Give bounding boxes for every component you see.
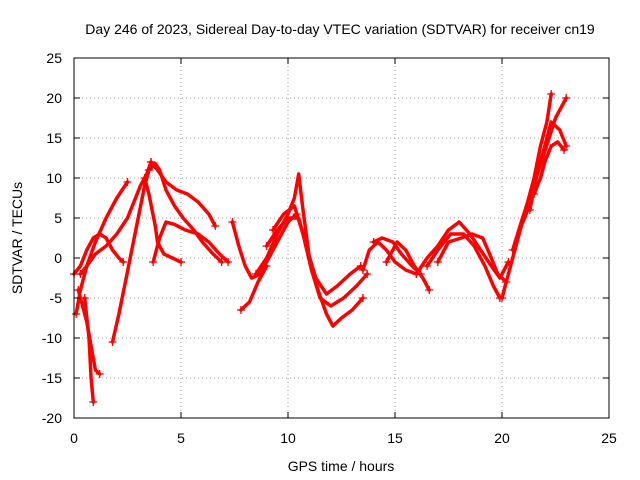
data-point (123, 178, 132, 186)
data-point (119, 258, 128, 266)
series-pass-12 (236, 262, 271, 314)
data-point (547, 90, 556, 98)
data-point (262, 242, 271, 250)
series-line (151, 220, 230, 264)
data-point (369, 238, 378, 246)
data-point (269, 226, 278, 234)
x-tick-label: 0 (70, 430, 78, 446)
data-point (530, 190, 539, 198)
x-tick-label: 20 (494, 430, 510, 446)
series-line (74, 160, 153, 316)
data-point (177, 258, 185, 266)
data-point (425, 286, 434, 294)
series-pass-10 (149, 220, 233, 266)
series-line (500, 120, 568, 300)
plot-frame (73, 57, 610, 419)
series-line (254, 172, 365, 328)
x-tick-label: 25 (601, 430, 617, 446)
data-point (224, 258, 233, 266)
data-point (358, 294, 367, 302)
grid-lines (74, 58, 609, 418)
x-tick-label: 5 (177, 430, 185, 446)
series-line (230, 212, 299, 280)
series-pass-24 (525, 94, 571, 214)
data-point (74, 286, 83, 294)
series-pass-05 (76, 178, 132, 278)
series-line (147, 161, 224, 264)
data-point (358, 266, 367, 274)
series-pass-08 (144, 161, 226, 266)
series-pass-15 (269, 204, 372, 308)
series-line (78, 180, 130, 276)
y-tick-label: -15 (42, 370, 62, 386)
y-tick-label: -20 (42, 410, 62, 426)
y-tick-label: 10 (46, 170, 62, 186)
series-pass-25 (530, 140, 569, 198)
series-pass-13 (251, 172, 367, 328)
data-point (562, 94, 571, 102)
data-point (262, 262, 271, 270)
series-line (149, 160, 217, 228)
data-point (76, 270, 85, 278)
series-line (532, 140, 566, 196)
series-pass-22 (498, 120, 571, 302)
data-point (236, 306, 245, 314)
series-line (361, 240, 419, 276)
series-line (72, 232, 125, 276)
y-axis-label: SDTVAR / TECUs (9, 182, 25, 294)
series-pass-07 (140, 174, 185, 266)
data-point (433, 258, 442, 266)
data-point (211, 222, 220, 230)
data-point (140, 174, 149, 182)
series-pass-01 (70, 232, 128, 278)
series-line (425, 232, 502, 300)
data-point (423, 262, 432, 270)
series-line (239, 264, 269, 312)
series-pass-09 (147, 158, 220, 230)
series-line (82, 296, 96, 404)
data-point (144, 166, 153, 174)
data-point (80, 294, 89, 302)
series-line (510, 92, 553, 252)
data-point (95, 370, 104, 378)
series-line (110, 168, 151, 344)
data-point (560, 146, 569, 154)
series-line (384, 240, 431, 292)
series-line (528, 96, 568, 212)
y-tick-label: 15 (46, 130, 62, 146)
y-tick-label: 25 (46, 50, 62, 66)
y-tick-label: 20 (46, 90, 62, 106)
data-point (147, 158, 156, 166)
data-point (498, 294, 506, 302)
data-point (149, 258, 158, 266)
series-line (436, 232, 509, 284)
series-pass-18 (382, 240, 434, 294)
y-tick-label: 0 (54, 250, 62, 266)
series-pass-23 (508, 90, 556, 254)
data-point (382, 258, 391, 266)
axes: 0 5 10 15 20 25 -20 -15 -10 -5 0 5 10 15 20 25 (42, 50, 617, 446)
series-line (271, 204, 369, 308)
data-point (251, 270, 260, 278)
data-point (72, 310, 81, 318)
x-axis-label: GPS time / hours (288, 458, 395, 474)
chart-title: Day 246 of 2023, Sidereal Day-to-day VTE… (85, 21, 595, 37)
y-tick-label: -5 (50, 290, 63, 306)
data-point (412, 270, 421, 278)
y-tick-label: 5 (54, 210, 62, 226)
x-tick-label: 15 (387, 430, 403, 446)
data-point (89, 398, 98, 406)
series-pass-04 (80, 294, 98, 406)
data-point (228, 218, 237, 226)
data-series (70, 90, 571, 406)
data-point (525, 206, 534, 214)
data-point (108, 338, 117, 346)
y-tick-label: -10 (42, 330, 62, 346)
data-point (363, 270, 372, 278)
data-point (508, 246, 517, 254)
x-tick-label: 10 (280, 430, 296, 446)
